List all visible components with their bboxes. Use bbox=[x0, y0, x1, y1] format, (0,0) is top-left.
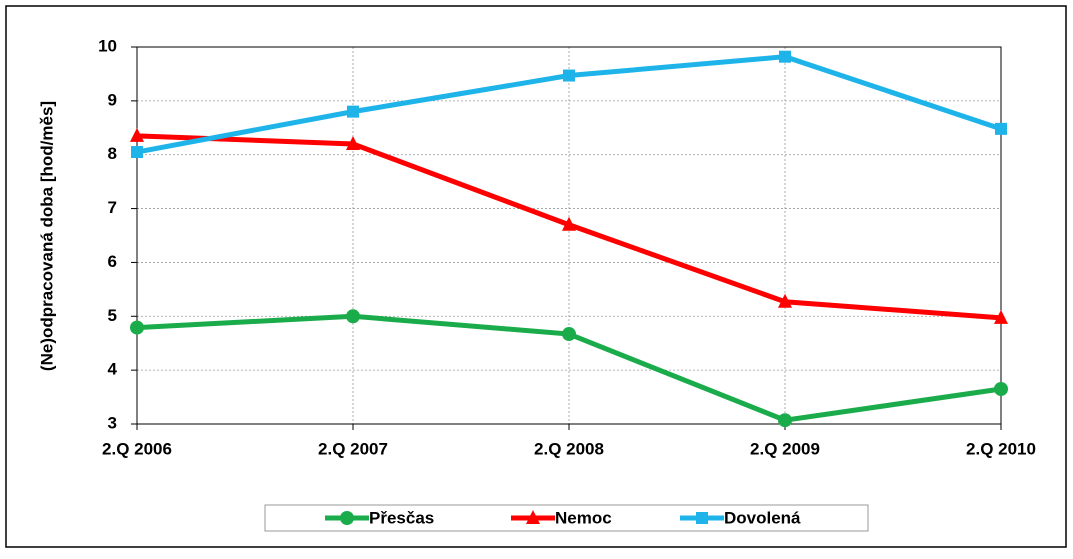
x-tick-label: 2.Q 2010 bbox=[966, 439, 1036, 458]
y-tick-label: 9 bbox=[108, 90, 117, 109]
marker bbox=[994, 381, 1008, 396]
marker bbox=[696, 512, 708, 524]
chart-border bbox=[5, 5, 1067, 548]
legend-label: Dovolená bbox=[724, 508, 801, 527]
marker bbox=[340, 511, 354, 525]
y-tick-label: 3 bbox=[108, 413, 117, 432]
legend-label: Přesčas bbox=[369, 508, 434, 527]
marker bbox=[995, 122, 1007, 135]
y-tick-label: 10 bbox=[98, 36, 117, 55]
marker bbox=[994, 309, 1008, 324]
y-tick-label: 5 bbox=[108, 306, 117, 325]
marker bbox=[563, 69, 575, 82]
y-tick-label: 4 bbox=[108, 360, 118, 379]
y-tick-label: 6 bbox=[108, 252, 117, 271]
x-tick-label: 2.Q 2008 bbox=[534, 439, 604, 458]
marker bbox=[346, 135, 360, 150]
marker bbox=[130, 127, 144, 142]
x-tick-label: 2.Q 2007 bbox=[318, 439, 388, 458]
marker bbox=[347, 105, 359, 118]
marker bbox=[562, 216, 576, 231]
marker bbox=[778, 293, 792, 308]
marker bbox=[130, 320, 144, 335]
x-tick-label: 2.Q 2006 bbox=[102, 439, 172, 458]
plot-area bbox=[136, 46, 1002, 425]
marker bbox=[346, 309, 360, 324]
x-tick-label: 2.Q 2009 bbox=[750, 439, 820, 458]
marker bbox=[562, 327, 576, 342]
y-tick-label: 8 bbox=[108, 144, 117, 163]
marker bbox=[779, 50, 791, 63]
marker bbox=[526, 510, 540, 524]
legend-label: Nemoc bbox=[555, 508, 612, 527]
marker bbox=[131, 146, 143, 159]
marker bbox=[778, 413, 792, 428]
y-axis-label: (Ne)odpracovaná doba [hod/měs] bbox=[37, 101, 56, 371]
y-tick-label: 7 bbox=[108, 198, 117, 217]
